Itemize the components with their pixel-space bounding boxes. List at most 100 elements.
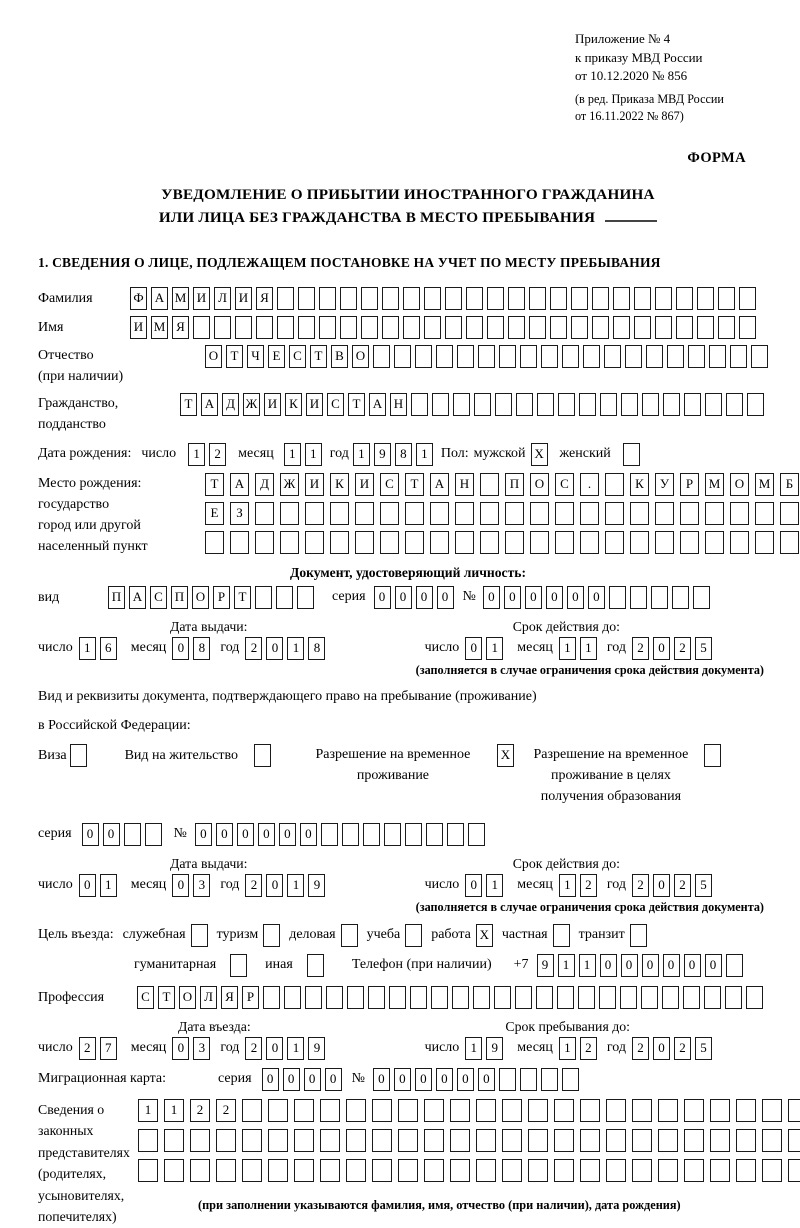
char-cell: [755, 501, 774, 525]
purpose-option: частная: [502, 923, 570, 947]
char-cell: [255, 585, 272, 609]
char-cell: [663, 392, 680, 416]
char-cell: [604, 344, 621, 368]
char-cell: [650, 585, 668, 609]
purpose-option: служебная: [123, 923, 208, 947]
char-cell: [432, 392, 449, 416]
char-cell: [294, 1128, 314, 1152]
char-cell: [697, 315, 714, 339]
char-cell: Е: [268, 344, 285, 368]
char-cell: [762, 1128, 782, 1152]
char-cell: [452, 985, 469, 1009]
char-cell: Л: [200, 985, 217, 1009]
sex-male-label: мужской: [473, 446, 526, 461]
char-cell: [605, 530, 624, 554]
purpose-row2: гуманитарная иная Телефон (при наличии) …: [134, 953, 778, 977]
char-cell: [445, 286, 462, 310]
char-cell: [629, 585, 647, 609]
char-cell: [671, 585, 689, 609]
char-cell: Н: [455, 472, 474, 496]
char-cell: [632, 1158, 652, 1182]
birthdate-label: Дата рождения:: [38, 446, 132, 461]
char-cell: [788, 1158, 800, 1182]
char-cell: 0: [599, 953, 617, 977]
char-cell: [751, 344, 768, 368]
checkbox-temp-residence-edu: [703, 743, 721, 767]
char-cell: 1: [557, 953, 575, 977]
phone-prefix: +7: [513, 957, 529, 972]
char-cell: 2: [245, 873, 263, 897]
char-cell: Т: [348, 392, 365, 416]
id-doc-series-label: серия: [332, 589, 366, 604]
char-cell: 0: [282, 1067, 300, 1091]
char-cell: [709, 344, 726, 368]
char-cell: А: [201, 392, 218, 416]
char-cell: [530, 501, 549, 525]
char-cell: 0: [683, 953, 701, 977]
char-cell: 0: [641, 953, 659, 977]
char-cell: [739, 315, 756, 339]
char-cell: 0: [477, 1067, 495, 1091]
char-cell: [403, 286, 420, 310]
char-cell: А: [369, 392, 386, 416]
birthplace-block: Место рождения: государство город или др…: [38, 472, 799, 557]
char-cell: [340, 315, 357, 339]
checkbox-private: [552, 923, 570, 947]
char-cell: 1: [164, 1098, 184, 1122]
char-cell: [436, 344, 453, 368]
char-cell: [276, 585, 293, 609]
char-cell: [268, 1128, 288, 1152]
char-cell: [747, 392, 764, 416]
char-cell: [529, 286, 546, 310]
char-cell: [277, 315, 294, 339]
char-cell: А: [151, 286, 168, 310]
char-cell: [608, 585, 626, 609]
char-cell: 8: [394, 442, 412, 466]
char-cell: [320, 1098, 340, 1122]
char-cell: [446, 822, 464, 846]
char-cell: [205, 530, 224, 554]
char-cell: 1: [99, 873, 117, 897]
char-cell: [726, 392, 743, 416]
char-cell: [235, 315, 252, 339]
char-cell: [164, 1158, 184, 1182]
char-cell: [508, 315, 525, 339]
char-cell: А: [129, 585, 146, 609]
char-cell: 2: [674, 636, 691, 660]
char-cell: [190, 1128, 210, 1152]
char-cell: [242, 1098, 262, 1122]
checkbox-business-trip: [190, 923, 208, 947]
appendix-line: Приложение № 4: [575, 31, 671, 46]
birthdate-year-label: год: [329, 446, 349, 461]
char-cell: [646, 344, 663, 368]
phone-label: Телефон (при наличии): [351, 957, 492, 972]
char-cell: [705, 530, 724, 554]
char-cell: 1: [486, 636, 504, 660]
profession-label: Профессия: [38, 989, 105, 1005]
char-cell: 0: [482, 585, 500, 609]
char-cell: [372, 1128, 392, 1152]
char-cell: 1: [558, 1036, 576, 1060]
char-cell: Р: [213, 585, 230, 609]
char-cell: [718, 315, 735, 339]
char-cell: 0: [172, 873, 190, 897]
char-cell: 2: [78, 1036, 96, 1060]
char-cell: [361, 286, 378, 310]
char-cell: С: [137, 985, 154, 1009]
char-cell: 1: [138, 1098, 158, 1122]
char-cell: 0: [172, 1036, 190, 1060]
char-cell: 0: [215, 822, 233, 846]
char-cell: [457, 344, 474, 368]
